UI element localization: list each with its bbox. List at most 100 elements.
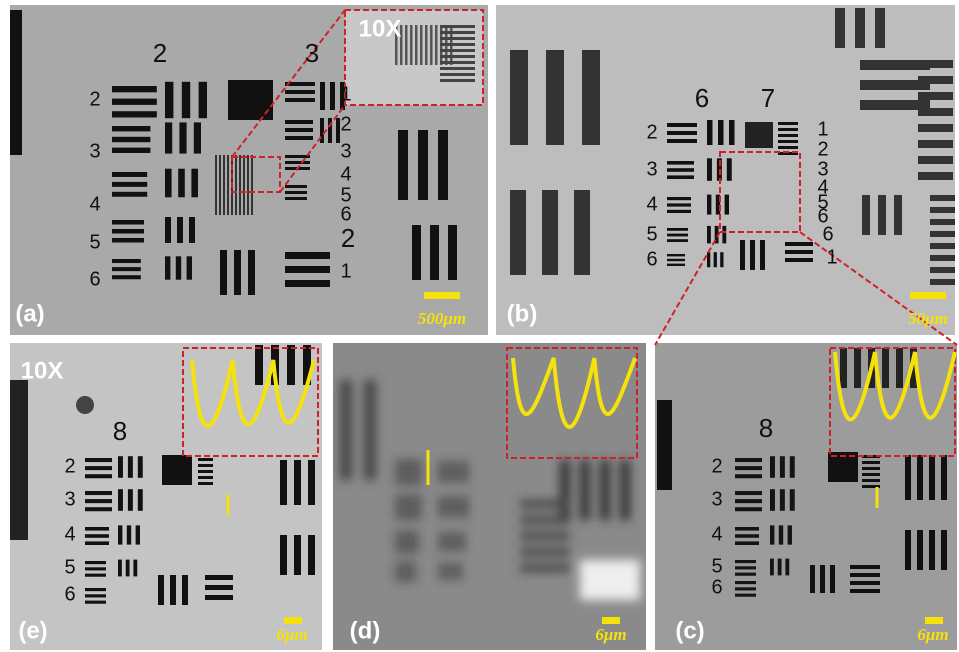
target-bar: [930, 243, 955, 249]
target-bar: [285, 252, 330, 259]
target-bar: [930, 219, 955, 225]
scale-bar-label: 6μm: [276, 625, 307, 644]
target-label: 6: [822, 223, 833, 245]
magnification: 10X: [21, 357, 64, 384]
target-bar: [448, 563, 452, 580]
target-bar: [420, 25, 423, 65]
target-bar: [790, 456, 795, 478]
target-bar: [740, 240, 745, 270]
target-label: 2: [89, 88, 100, 110]
target-bar: [425, 25, 428, 65]
target-bar: [239, 155, 241, 215]
target-label: 4: [89, 193, 100, 215]
target-bar: [875, 8, 885, 48]
target-bar: [735, 466, 762, 470]
target-bar: [667, 239, 688, 242]
target-bar: [542, 190, 558, 275]
target-bar: [667, 259, 685, 261]
target-bar: [412, 225, 421, 280]
target-bar: [918, 156, 953, 164]
panel-a: [10, 5, 488, 335]
target-bar: [440, 55, 475, 58]
target-bar: [118, 560, 122, 577]
target-bar: [918, 172, 953, 180]
target-bar: [285, 128, 313, 132]
target-bar: [205, 585, 233, 590]
target-bar: [136, 525, 140, 544]
target-bar: [785, 250, 813, 254]
target-bar: [395, 514, 422, 519]
target-bar: [395, 461, 422, 466]
target-label: 6: [711, 576, 722, 598]
target-bar: [112, 126, 150, 131]
target-bar: [112, 99, 157, 105]
target-label: 5: [64, 556, 75, 578]
target-bar: [176, 256, 181, 279]
target-bar: [112, 192, 147, 197]
target-bar: [285, 155, 310, 158]
target-bar: [520, 516, 570, 524]
panel-label: (e): [18, 617, 47, 644]
target-bar: [729, 120, 735, 145]
target-bar: [770, 489, 775, 511]
target-bar: [85, 507, 112, 511]
target-bar: [198, 458, 213, 461]
target-bar: [930, 279, 955, 285]
target-bar: [112, 86, 157, 92]
target-bar: [165, 217, 171, 243]
target-bar: [194, 122, 201, 153]
target-bar: [198, 470, 213, 473]
target-bar: [582, 50, 600, 145]
target-bar: [779, 525, 783, 544]
target-bar: [308, 460, 315, 505]
panel-label: (d): [350, 617, 381, 644]
target-bar: [785, 258, 813, 262]
target-bar: [85, 466, 112, 470]
edge: [10, 10, 22, 155]
target-bar: [182, 575, 188, 605]
target-bar: [778, 146, 798, 149]
target-bar: [112, 275, 141, 279]
target-bar: [727, 158, 732, 181]
target-bar: [285, 120, 313, 124]
target-bar: [223, 155, 225, 215]
target-bar: [440, 496, 445, 518]
target-bar: [118, 456, 123, 478]
target-bar: [219, 155, 221, 215]
target-bar: [118, 489, 123, 511]
target-label: 6: [89, 268, 100, 290]
target-bar: [580, 460, 590, 520]
target-bar: [778, 140, 798, 143]
target-bar: [285, 185, 307, 188]
target-bar: [198, 464, 213, 467]
target-label: 4: [646, 193, 657, 215]
target-bar: [667, 197, 691, 200]
target-bar: [418, 130, 428, 200]
target-bar: [735, 587, 756, 590]
target-bar: [177, 217, 183, 243]
target-bar: [85, 594, 106, 597]
target-bar: [280, 535, 287, 575]
target-bar: [785, 559, 789, 576]
target-bar: [780, 456, 785, 478]
target-bar: [778, 559, 782, 576]
target-bar: [894, 195, 902, 235]
panel-label: (c): [675, 617, 704, 644]
target-bar: [215, 155, 217, 215]
target-bar: [178, 169, 185, 198]
target-bar: [850, 589, 880, 593]
target-label: 2: [341, 223, 355, 253]
dark-corner: [10, 380, 28, 540]
panel-label: (b): [507, 300, 538, 327]
target-bar: [878, 195, 886, 235]
target-bar: [285, 280, 330, 287]
target-bar: [667, 254, 685, 256]
target-bar: [395, 540, 419, 544]
target-bar: [285, 191, 307, 194]
target-bar: [785, 242, 813, 246]
target-bar: [165, 122, 172, 153]
target-label: 6: [646, 248, 657, 270]
dark-corner: [657, 400, 672, 490]
target-bar: [735, 534, 759, 538]
panel-label: (a): [15, 300, 44, 327]
